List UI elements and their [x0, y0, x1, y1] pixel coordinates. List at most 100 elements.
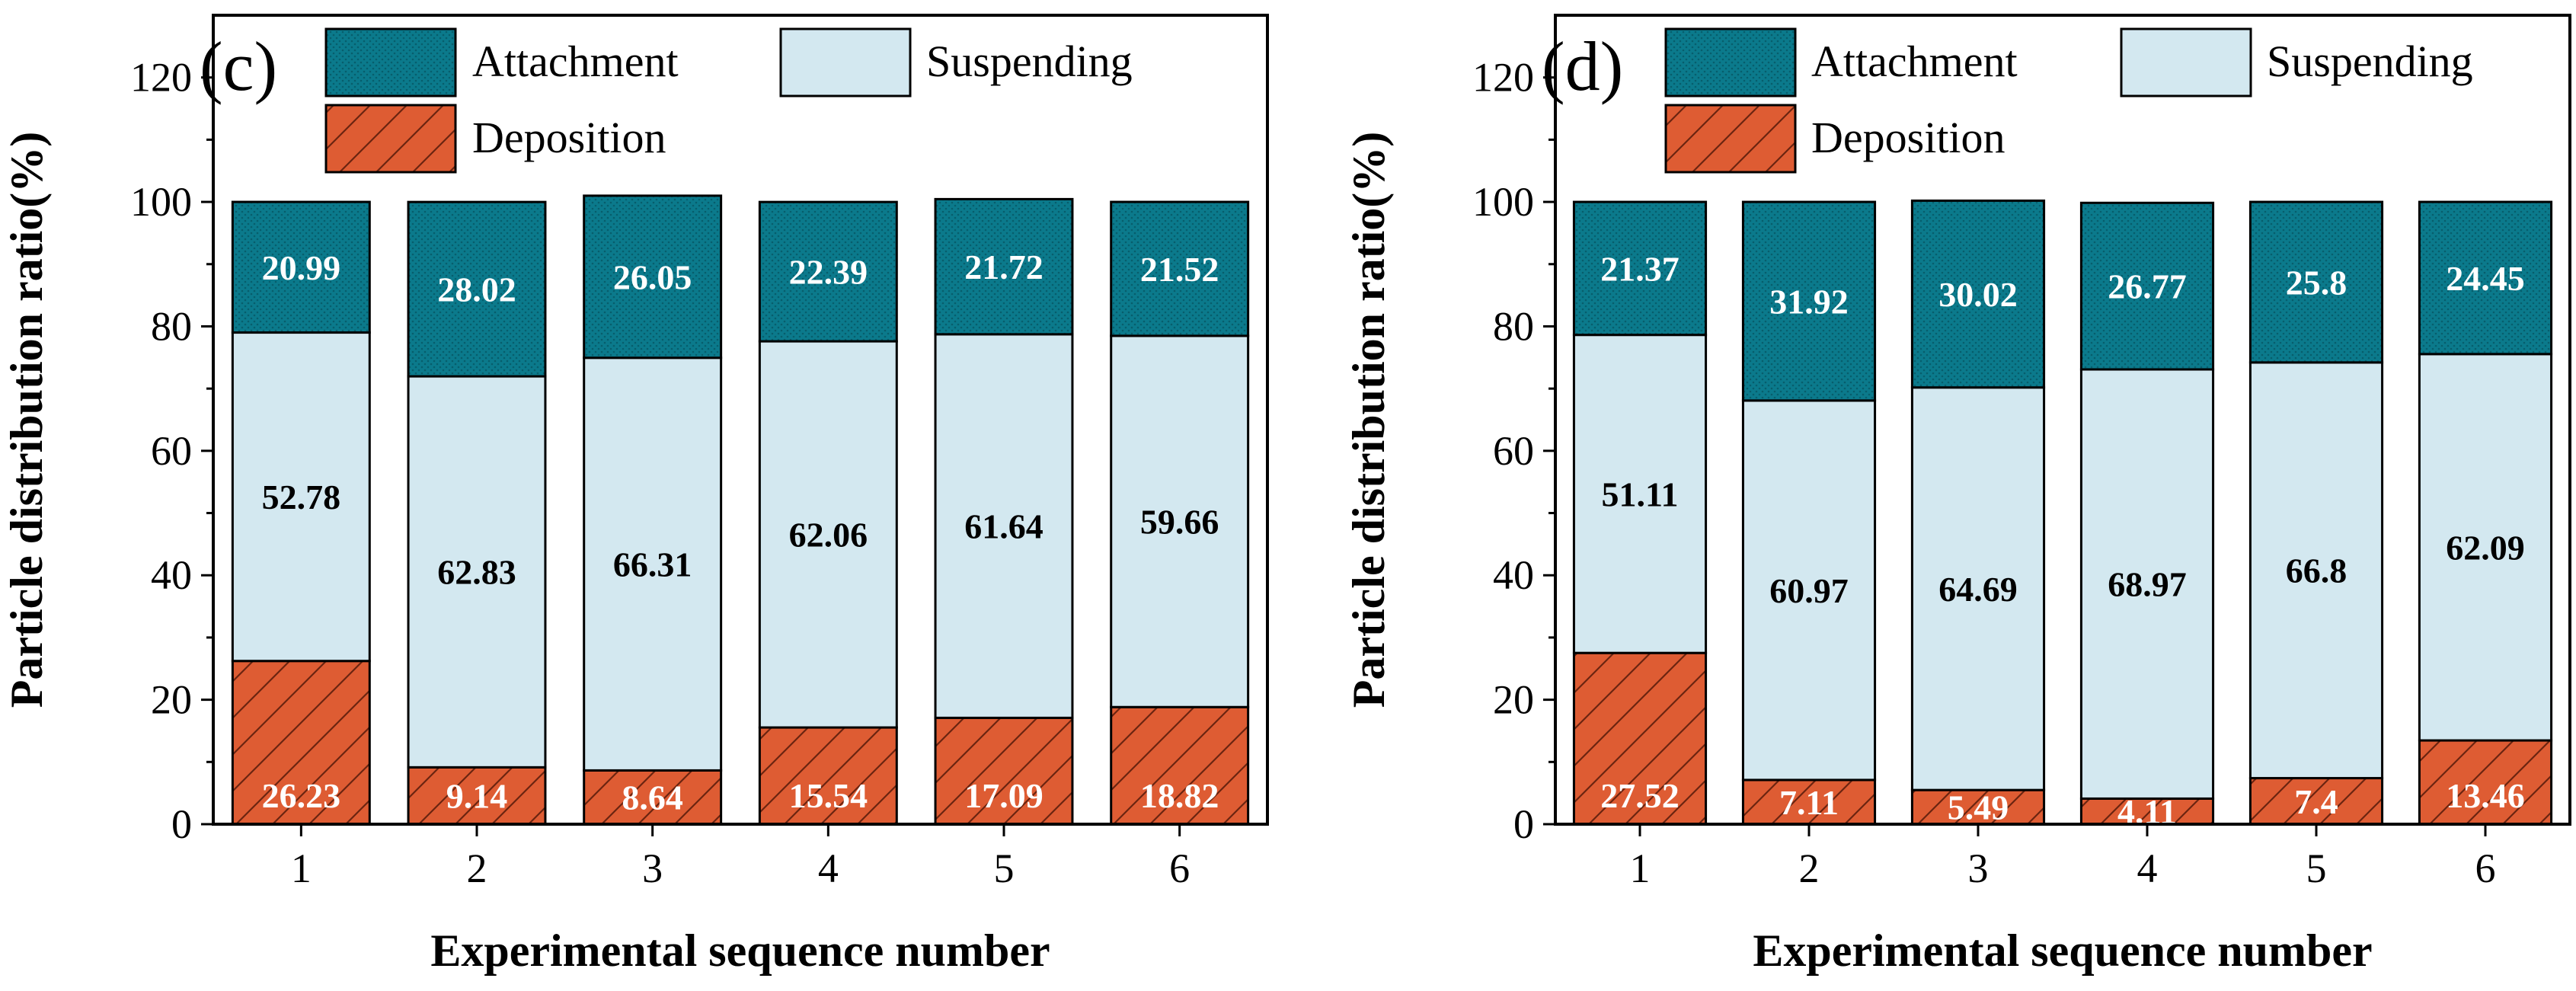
- x-tick-label: 4: [818, 846, 839, 891]
- legend-swatch-suspending: [2120, 27, 2252, 98]
- bar-segment-suspending: [758, 340, 898, 729]
- x-tick-label: 4: [2137, 846, 2158, 891]
- y-tick-label: 120: [1472, 55, 1534, 101]
- legend-swatch-deposition: [1664, 104, 1797, 174]
- bar-segment-deposition: [231, 660, 371, 826]
- x-tick-label: 3: [642, 846, 663, 891]
- y-tick-label: 100: [130, 179, 192, 225]
- x-tick-label: 1: [291, 846, 312, 891]
- bar-segment-attachment: [583, 194, 723, 360]
- data-label-attachment: 21.37: [1600, 249, 1680, 288]
- bar-segment-attachment: [934, 197, 1074, 336]
- data-label-attachment: 21.72: [964, 248, 1044, 286]
- panel-label: (c): [200, 27, 277, 105]
- legend-label-suspending: Suspending: [2267, 37, 2473, 86]
- x-tick-label: 2: [1799, 846, 1820, 891]
- y-tick-label: 20: [151, 677, 192, 723]
- y-tick-label: 80: [1493, 303, 1534, 349]
- bar-segment-suspending: [583, 356, 723, 772]
- data-label-deposition: 18.82: [1140, 776, 1219, 815]
- y-tick-label: 40: [1493, 552, 1534, 598]
- plot-frame: [212, 14, 1269, 826]
- data-label-suspending: 62.06: [789, 516, 868, 555]
- y-axis-title: Particle distribution ratio(%): [2, 132, 52, 708]
- x-tick-label: 6: [2475, 846, 2496, 891]
- bar-segment-attachment: [231, 200, 371, 334]
- data-label-attachment: 26.77: [2108, 267, 2187, 306]
- data-label-attachment: 31.92: [1769, 282, 1849, 321]
- data-label-attachment: 28.02: [437, 270, 516, 309]
- data-label-deposition: 26.23: [262, 776, 341, 815]
- legend-swatch-suspending: [779, 27, 912, 98]
- data-label-deposition: 9.14: [446, 777, 508, 816]
- legend-swatch-attachment: [324, 27, 457, 98]
- bar-segment-suspending: [2248, 361, 2384, 780]
- y-tick-label: 60: [151, 428, 192, 474]
- data-label-deposition: 8.64: [622, 778, 683, 817]
- data-label-attachment: 25.8: [2286, 263, 2347, 302]
- legend-label-suspending: Suspending: [926, 37, 1133, 86]
- bar-segment-attachment: [1741, 200, 1877, 402]
- data-label-attachment: 20.99: [262, 248, 341, 287]
- chart-panel-c: 0 20 40 60 80 100 120 26.23 52.78 20.99 1 9.14 62.83…: [2, 14, 1269, 976]
- plot-frame: [1554, 14, 2571, 826]
- data-label-suspending: 68.97: [2108, 565, 2187, 604]
- y-tick-label: 120: [130, 55, 192, 101]
- chart-panel-d: 0 20 40 60 80 100 120 27.52 51.11 21.37 1 7.11 60.97…: [1344, 14, 2571, 976]
- x-tick-label: 1: [1630, 846, 1651, 891]
- bar-segment-deposition: [1572, 651, 1708, 826]
- bar-segment-suspending: [1910, 386, 2046, 791]
- bar-segment-attachment: [2418, 200, 2553, 356]
- x-tick-label: 5: [994, 846, 1015, 891]
- bar-segment-suspending: [407, 375, 547, 769]
- data-label-deposition: 17.09: [964, 776, 1044, 815]
- legend-label-deposition: Deposition: [472, 113, 666, 162]
- bar-segment-attachment: [2248, 200, 2384, 364]
- data-label-deposition: 15.54: [789, 776, 868, 815]
- x-tick-label: 6: [1169, 846, 1190, 891]
- data-label-suspending: 64.69: [1938, 570, 2018, 609]
- bar-segment-deposition: [934, 716, 1074, 826]
- data-label-suspending: 62.83: [437, 553, 516, 592]
- bar-segment-deposition: [1110, 705, 1250, 826]
- x-tick-label: 2: [467, 846, 487, 891]
- data-label-attachment: 30.02: [1938, 275, 2018, 314]
- bar-segment-suspending: [2418, 353, 2553, 742]
- data-label-suspending: 51.11: [1602, 475, 1679, 513]
- data-label-attachment: 22.39: [789, 253, 868, 292]
- legend-label-deposition: Deposition: [1811, 113, 2006, 162]
- bar-segment-attachment: [1572, 200, 1708, 337]
- data-label-deposition: 5.49: [1948, 788, 2009, 827]
- y-tick-label: 80: [151, 303, 192, 349]
- panel-label: (d): [1542, 27, 1623, 105]
- y-tick-label: 60: [1493, 428, 1534, 474]
- x-tick-label: 5: [2306, 846, 2327, 891]
- bar-segment-deposition: [2418, 739, 2553, 826]
- data-label-suspending: 62.09: [2446, 528, 2525, 567]
- bar-segment-attachment: [1910, 199, 2046, 389]
- x-axis-title: Experimental sequence number: [1753, 925, 2372, 976]
- data-label-suspending: 61.64: [964, 507, 1044, 546]
- legend-swatch-deposition: [324, 104, 457, 174]
- bar-segment-attachment: [2079, 201, 2215, 371]
- x-tick-label: 3: [1968, 846, 1989, 891]
- data-label-suspending: 60.97: [1769, 571, 1849, 610]
- bar-segment-suspending: [1110, 334, 1250, 708]
- data-label-attachment: 21.52: [1140, 250, 1219, 289]
- bar-segment-suspending: [1741, 399, 1877, 782]
- y-tick-label: 20: [1493, 677, 1534, 723]
- data-label-deposition: 7.11: [1779, 783, 1839, 822]
- y-tick-label: 0: [1513, 801, 1534, 847]
- bar-segment-attachment: [407, 200, 547, 378]
- bar-segment-deposition: [407, 766, 547, 826]
- legend-label-attachment: Attachment: [472, 37, 679, 86]
- y-tick-label: 100: [1472, 179, 1534, 225]
- x-axis-title: Experimental sequence number: [430, 925, 1050, 976]
- y-tick-label: 0: [171, 801, 192, 847]
- data-label-suspending: 52.78: [262, 478, 341, 516]
- y-tick-label: 40: [151, 552, 192, 598]
- bar-segment-suspending: [231, 331, 371, 663]
- data-label-deposition: 7.4: [2294, 782, 2338, 821]
- legend-label-attachment: Attachment: [1811, 37, 2018, 86]
